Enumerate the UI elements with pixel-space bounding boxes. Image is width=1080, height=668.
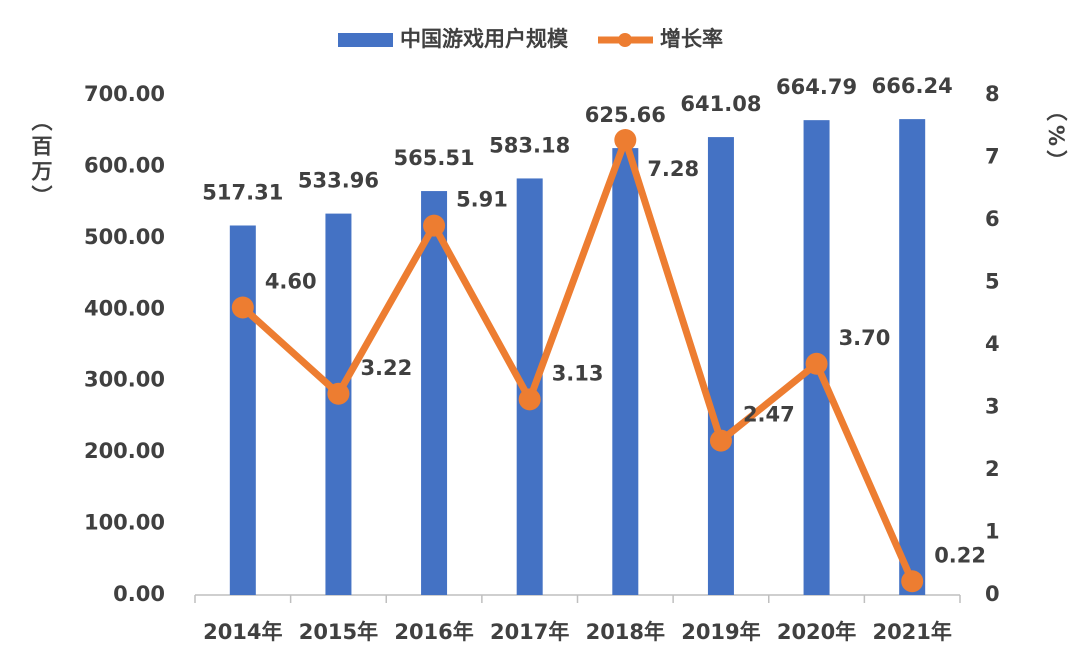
bar-value-label: 664.79 — [776, 75, 857, 99]
growth-point — [614, 129, 637, 151]
bar — [707, 137, 734, 596]
bar — [421, 191, 448, 596]
growth-point — [901, 570, 924, 593]
y-tick-label: 600.00 — [84, 153, 165, 177]
y2-tick-label: 8 — [985, 82, 1000, 106]
bar-value-label: 625.66 — [585, 103, 666, 127]
growth-point — [709, 429, 732, 452]
growth-value-label: 3.70 — [839, 326, 891, 350]
bar-value-label: 583.18 — [489, 133, 570, 157]
y-tick-label: 500.00 — [84, 225, 165, 249]
legend-swatch — [338, 33, 393, 47]
growth-value-label: 4.60 — [265, 270, 317, 294]
growth-value-label: 0.22 — [934, 543, 986, 567]
growth-point — [327, 382, 350, 405]
x-tick-label: 2014年 — [203, 620, 282, 644]
bar-value-label: 666.24 — [872, 74, 953, 98]
bar-value-label: 565.51 — [394, 146, 475, 170]
x-tick-label: 2021年 — [872, 620, 951, 644]
growth-point — [423, 214, 446, 237]
y-axis-label: （百万） — [29, 110, 54, 210]
growth-value-label: 3.22 — [360, 356, 412, 380]
growth-point — [805, 352, 828, 375]
y2-tick-label: 7 — [985, 145, 1000, 169]
x-tick-label: 2015年 — [299, 620, 378, 644]
bar-value-label: 533.96 — [298, 169, 379, 193]
y-tick-label: 100.00 — [84, 511, 165, 535]
bar-value-label: 517.31 — [202, 180, 283, 204]
y2-tick-label: 0 — [985, 582, 1000, 606]
growth-value-label: 2.47 — [743, 403, 795, 427]
x-tick-label: 2018年 — [586, 620, 665, 644]
bar — [612, 148, 639, 595]
y2-tick-label: 2 — [985, 457, 1000, 481]
x-tick-label: 2017年 — [490, 620, 569, 644]
growth-line — [240, 136, 916, 583]
bar-value-label: 641.08 — [680, 92, 761, 116]
y-tick-label: 0.00 — [113, 582, 165, 606]
y2-tick-label: 1 — [985, 520, 1000, 544]
x-tick-label: 2019年 — [681, 620, 760, 644]
y2-axis-label: （%） — [1044, 100, 1068, 175]
growth-value-label: 7.28 — [647, 157, 699, 181]
legend-swatch-dot — [618, 33, 632, 47]
x-tick-label: 2016年 — [394, 620, 473, 644]
growth-value-label: 5.91 — [456, 188, 508, 212]
y-tick-label: 700.00 — [84, 82, 165, 106]
y-tick-label: 300.00 — [84, 368, 165, 392]
y2-tick-label: 4 — [985, 332, 1000, 356]
bar — [229, 225, 256, 595]
growth-point — [231, 296, 254, 319]
growth-point — [518, 388, 541, 411]
bar — [899, 119, 926, 595]
legend-label: 增长率 — [660, 27, 723, 51]
y2-tick-label: 6 — [985, 207, 1000, 231]
growth-value-label: 3.13 — [552, 361, 604, 385]
y-tick-label: 200.00 — [84, 439, 165, 463]
x-tick-label: 2020年 — [777, 620, 856, 644]
y2-tick-label: 5 — [985, 270, 1000, 294]
legend-label: 中国游戏用户规模 — [400, 27, 569, 51]
y-tick-label: 400.00 — [84, 296, 165, 320]
y2-tick-label: 3 — [985, 395, 1000, 419]
